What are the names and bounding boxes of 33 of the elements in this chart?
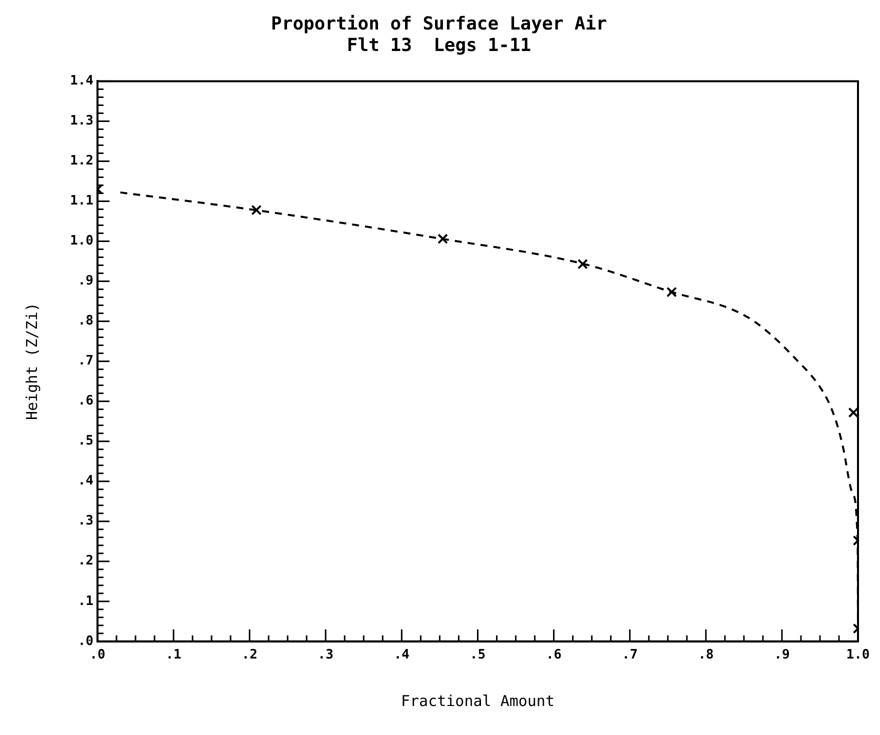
y-tick-label: .8	[78, 314, 94, 329]
point	[577, 258, 588, 270]
y-tick-label: .3	[78, 514, 94, 529]
x-tick-label: .5	[470, 648, 486, 663]
y-tick-label: .2	[78, 554, 94, 569]
y-tick-label: .0	[78, 634, 94, 649]
y-tick-label: 1.0	[70, 234, 94, 249]
x-tick-label: .9	[774, 648, 790, 663]
point	[438, 234, 448, 244]
y-tick-label: .9	[78, 274, 94, 289]
y-tick-label: 1.2	[70, 154, 94, 169]
chart-title: Proportion of Surface Layer Air Flt 13 Legs 1-11	[271, 13, 608, 56]
y-tick-label: .5	[78, 434, 94, 449]
point	[666, 286, 677, 298]
x-tick-label: .7	[622, 648, 638, 663]
y-tick-label: .7	[78, 354, 94, 369]
y-tick-label: 1.4	[70, 74, 94, 89]
y-tick-label: 1.3	[70, 114, 94, 129]
x-tick-label: .1	[166, 648, 182, 663]
y-tick-label: .4	[78, 474, 94, 489]
x-tick-label: .8	[698, 648, 714, 663]
y-tick-label: 1.1	[70, 194, 94, 209]
y-tick-label: .6	[78, 394, 94, 409]
x-tick-label: .0	[90, 648, 106, 663]
x-axis-title: Fractional Amount	[400, 692, 555, 710]
x-tick-label: 1.0	[846, 648, 870, 663]
y-axis-title: Height (Z/Zi)	[22, 302, 41, 420]
y-tick-label: .1	[78, 594, 94, 609]
x-tick-label: .2	[242, 648, 258, 663]
x-tick-label: .6	[546, 648, 562, 663]
x-tick-label: .4	[394, 648, 410, 663]
x-tick-label: .3	[318, 648, 334, 663]
point	[251, 204, 262, 216]
